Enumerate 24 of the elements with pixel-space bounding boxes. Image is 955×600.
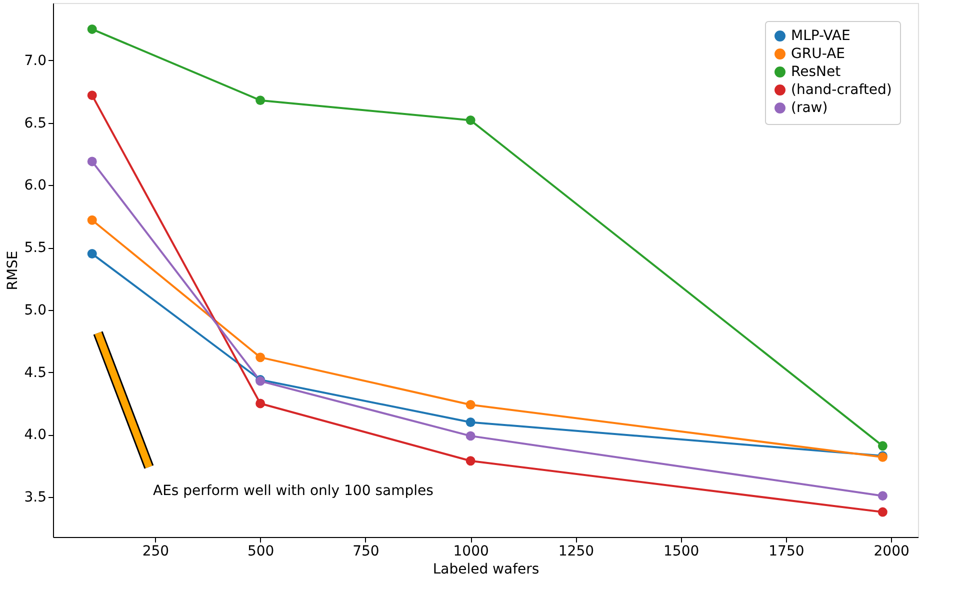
- x-tick-label: 250: [142, 544, 170, 560]
- x-tick-label: 2000: [874, 544, 910, 560]
- y-tick-label: 5.5: [24, 240, 46, 256]
- x-tick-label: 750: [352, 544, 380, 560]
- annotation: AEs perform well with only 100 samples: [153, 483, 434, 499]
- y-axis-title: RMSE: [5, 250, 22, 290]
- y-tick-label: 4.0: [24, 427, 46, 444]
- x-tick-label: 1250: [558, 544, 594, 560]
- legend-label: (raw): [791, 100, 828, 116]
- y-tick-label: 3.5: [24, 490, 46, 506]
- legend-label: (hand-crafted): [791, 82, 892, 98]
- y-tick-label: 6.5: [24, 115, 46, 132]
- legend-label: MLP-VAE: [791, 28, 850, 44]
- x-axis-title: Labeled wafers: [432, 562, 540, 578]
- x-tick-label: 500: [247, 544, 274, 560]
- legend-label: ResNet: [791, 64, 842, 80]
- y-tick-label: 4.5: [24, 364, 46, 381]
- y-tick-label: 6.0: [24, 178, 46, 194]
- legend-label: GRU-AE: [791, 46, 845, 62]
- x-tick-label: 1000: [453, 544, 489, 560]
- y-tick-label: 7.0: [24, 52, 46, 69]
- x-tick-label: 1750: [768, 544, 804, 560]
- y-tick-label: 5.0: [24, 302, 46, 318]
- x-tick-label: 1500: [664, 544, 700, 560]
